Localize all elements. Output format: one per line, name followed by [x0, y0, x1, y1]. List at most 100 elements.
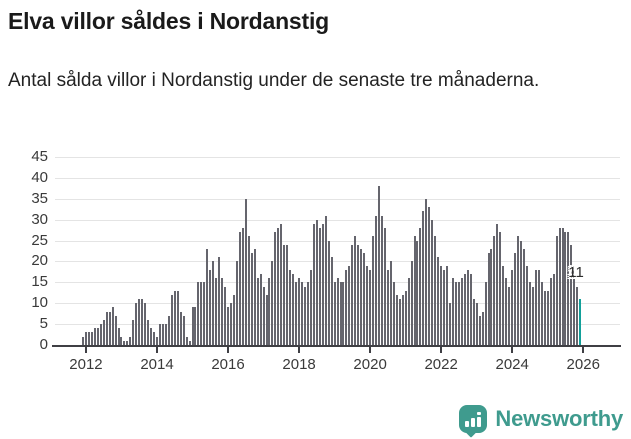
- bar: [502, 265, 505, 345]
- bar: [132, 319, 135, 345]
- x-tick-label: 2012: [69, 356, 103, 373]
- y-tick-label: 0: [39, 336, 48, 353]
- bar: [386, 269, 389, 345]
- bar: [93, 328, 96, 345]
- bar: [505, 278, 508, 345]
- bar: [422, 211, 425, 345]
- bar: [82, 336, 84, 345]
- bar: [277, 228, 280, 345]
- x-tick-mark: [440, 346, 443, 353]
- x-axis-line: [52, 345, 621, 347]
- bar: [90, 332, 93, 345]
- bar: [478, 315, 481, 345]
- chart-subtitle: Antal sålda villor i Nordanstig under de…: [8, 70, 540, 91]
- bar: [564, 232, 567, 345]
- bar: [153, 332, 156, 345]
- bar: [428, 207, 431, 345]
- x-tick-label: 2024: [495, 356, 529, 373]
- bar: [413, 236, 416, 345]
- bar: [570, 244, 573, 345]
- y-tick-label: 30: [31, 210, 48, 228]
- bar: [212, 261, 215, 345]
- badge-exclamation: [477, 412, 482, 427]
- bar: [366, 265, 369, 345]
- bar: [345, 269, 348, 345]
- bar: [232, 294, 235, 345]
- bar: [549, 278, 552, 345]
- gridline: [55, 157, 620, 158]
- gridline: [55, 219, 620, 221]
- bar: [378, 186, 380, 345]
- bar: [466, 269, 469, 345]
- bar: [363, 253, 366, 345]
- bar: [526, 265, 528, 345]
- bar: [256, 278, 259, 345]
- bar: [271, 261, 274, 345]
- gridline: [55, 261, 620, 263]
- bar: [463, 273, 466, 345]
- bar: [534, 269, 537, 345]
- bar: [407, 278, 410, 345]
- bar: [342, 282, 345, 345]
- bar: [475, 303, 478, 345]
- x-tick-label: 2020: [353, 356, 387, 373]
- bar: [105, 311, 108, 345]
- bar: [457, 282, 460, 345]
- y-tick-label: 40: [31, 168, 48, 186]
- bar: [395, 294, 398, 345]
- bar: [383, 228, 386, 345]
- x-tick-mark: [369, 346, 372, 353]
- bar: [102, 319, 105, 345]
- x-tick-label: 2026: [566, 356, 600, 373]
- bar: [215, 278, 218, 345]
- bar: [321, 223, 324, 345]
- bar: [289, 269, 292, 345]
- bar: [517, 236, 520, 345]
- bar: [129, 336, 132, 345]
- bar: [318, 228, 321, 345]
- bar: [144, 303, 147, 345]
- bar: [410, 261, 413, 345]
- bar: [330, 257, 333, 345]
- bar: [537, 269, 540, 345]
- bar: [354, 236, 357, 345]
- bar: [265, 294, 268, 345]
- bar: [295, 282, 298, 345]
- bar: [375, 215, 378, 345]
- bar: [523, 248, 526, 345]
- bar: [218, 257, 221, 345]
- bar: [235, 261, 238, 345]
- bar: [496, 223, 499, 345]
- bar: [487, 253, 490, 345]
- bar: [194, 307, 197, 345]
- x-tick-mark: [84, 346, 87, 353]
- bar: [150, 328, 153, 345]
- x-tick-mark: [227, 346, 230, 353]
- bar: [274, 232, 277, 345]
- bar: [369, 269, 372, 345]
- bar: [469, 273, 472, 345]
- y-tick-label: 25: [31, 231, 48, 249]
- bar: [380, 215, 383, 345]
- bar: [123, 340, 126, 345]
- bar: [351, 244, 354, 345]
- bar: [508, 286, 511, 345]
- bar: [156, 336, 158, 345]
- bar: [87, 332, 90, 345]
- bar: [558, 228, 561, 345]
- bar: [398, 299, 401, 345]
- bar: [499, 232, 502, 345]
- bar: [179, 311, 182, 345]
- bar: [206, 248, 209, 345]
- bar: [280, 223, 283, 345]
- bar: [333, 282, 336, 345]
- newsworthy-logo[interactable]: Newsworthy: [459, 405, 623, 438]
- bar: [120, 336, 123, 345]
- bar: [493, 236, 496, 345]
- bar: [230, 303, 232, 345]
- bar: [158, 324, 161, 345]
- bar: [520, 240, 523, 345]
- bar: [315, 219, 318, 345]
